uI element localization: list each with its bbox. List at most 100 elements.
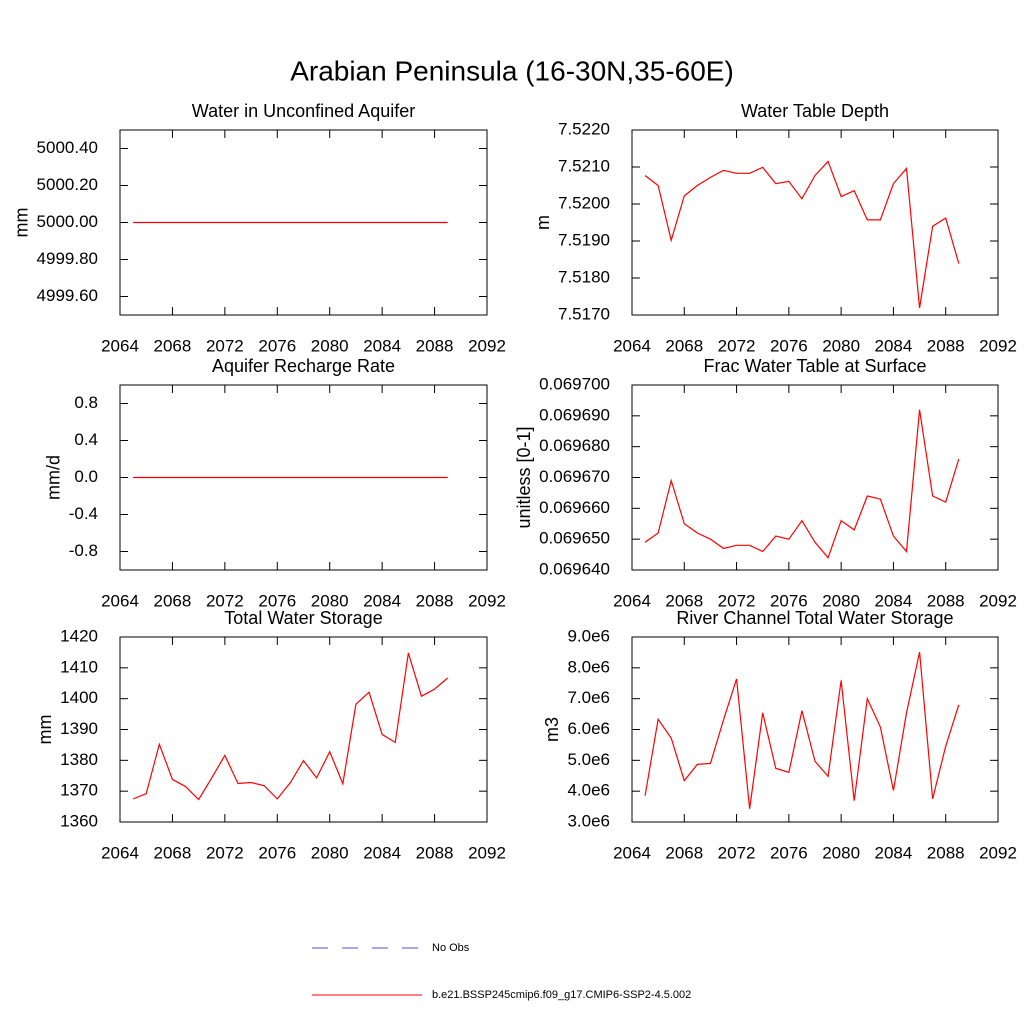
- x-tick-label: 2076: [770, 843, 808, 862]
- y-tick-label: 5000.40: [37, 138, 98, 157]
- legend-label: No Obs: [432, 942, 470, 954]
- x-tick-label: 2092: [979, 843, 1017, 862]
- y-tick-label: 1400: [60, 688, 98, 707]
- y-tick-label: -0.8: [69, 541, 98, 560]
- x-tick-label: 2064: [101, 591, 139, 610]
- x-tick-label: 2064: [101, 843, 139, 862]
- y-tick-label: 4999.60: [37, 286, 98, 305]
- x-tick-label: 2064: [101, 336, 139, 355]
- panel: Aquifer Recharge Rate 2064 2068 2072 2076 208…: [43, 356, 505, 611]
- x-tick-label: 2080: [311, 843, 349, 862]
- data-line: [644, 160, 960, 309]
- y-tick-label: 7.5200: [558, 193, 610, 212]
- panel-title: Total Water Storage: [224, 608, 382, 628]
- y-axis-label: mm: [35, 715, 55, 745]
- y-tick-label: 1420: [60, 626, 98, 645]
- x-tick-label: 2080: [822, 591, 860, 610]
- x-tick-label: 2092: [468, 336, 506, 355]
- y-tick-label: 0.8: [74, 393, 98, 412]
- y-tick-label: 5000.20: [37, 175, 98, 194]
- y-tick-label: 9.0e6: [567, 626, 610, 645]
- x-tick-label: 2068: [154, 591, 192, 610]
- y-tick-label: 7.5210: [558, 156, 610, 175]
- panel-title: Frac Water Table at Surface: [703, 356, 926, 376]
- panel: Frac Water Table at Surface 2064 2068 2072 2…: [514, 356, 1017, 611]
- x-tick-label: 2072: [206, 843, 244, 862]
- x-tick-label: 2080: [822, 336, 860, 355]
- y-tick-label: 7.5190: [558, 230, 610, 249]
- y-tick-label: 5000.00: [37, 212, 98, 231]
- y-tick-label: 0.069690: [539, 405, 610, 424]
- x-tick-label: 2068: [665, 843, 703, 862]
- x-tick-label: 2092: [468, 843, 506, 862]
- y-tick-label: 4.0e6: [567, 781, 610, 800]
- x-tick-label: 2076: [258, 336, 296, 355]
- x-tick-label: 2072: [718, 843, 756, 862]
- y-axis-label: unitless [0-1]: [514, 426, 534, 528]
- x-tick-label: 2088: [416, 591, 454, 610]
- x-tick-label: 2068: [154, 336, 192, 355]
- y-tick-label: 5.0e6: [567, 750, 610, 769]
- x-tick-label: 2084: [363, 843, 401, 862]
- y-tick-label: -0.4: [69, 504, 98, 523]
- panel-title: Water in Unconfined Aquifer: [192, 101, 415, 121]
- x-tick-label: 2088: [416, 336, 454, 355]
- y-tick-label: 0.069670: [539, 467, 610, 486]
- x-tick-label: 2064: [613, 843, 651, 862]
- data-line: [132, 652, 449, 801]
- y-tick-label: 0.069650: [539, 529, 610, 548]
- y-tick-label: 7.5180: [558, 267, 610, 286]
- x-tick-label: 2076: [770, 336, 808, 355]
- data-line: [644, 651, 960, 809]
- plot-frame: [631, 129, 999, 316]
- y-tick-label: 0.0: [74, 467, 98, 486]
- x-tick-label: 2072: [718, 336, 756, 355]
- y-tick-label: 0.069700: [539, 374, 610, 393]
- panel: Water Table Depth 2064 2068 2072 2076 2080 208…: [533, 101, 1017, 356]
- y-tick-label: 1360: [60, 811, 98, 830]
- y-tick-label: 3.0e6: [567, 811, 610, 830]
- x-tick-label: 2068: [665, 336, 703, 355]
- x-tick-label: 2064: [613, 336, 651, 355]
- x-tick-label: 2088: [927, 843, 965, 862]
- x-tick-label: 2088: [927, 591, 965, 610]
- x-tick-label: 2080: [822, 843, 860, 862]
- y-tick-label: 0.069680: [539, 436, 610, 455]
- legend-label: b.e21.BSSP245cmip6.f09_g17.CMIP6-SSP2-4.…: [432, 989, 691, 1001]
- panel: Total Water Storage 2064 2068 2072 2076 2080 2…: [35, 608, 506, 863]
- y-axis-label: m3: [542, 717, 562, 742]
- y-axis-label: m: [533, 215, 553, 230]
- x-tick-label: 2088: [927, 336, 965, 355]
- x-tick-label: 2072: [206, 336, 244, 355]
- x-tick-label: 2076: [770, 591, 808, 610]
- y-tick-label: 7.0e6: [567, 688, 610, 707]
- x-tick-label: 2072: [718, 591, 756, 610]
- y-tick-label: 0.4: [74, 430, 98, 449]
- x-tick-label: 2080: [311, 591, 349, 610]
- x-tick-label: 2084: [363, 336, 401, 355]
- panel-title: Aquifer Recharge Rate: [212, 356, 395, 376]
- y-tick-label: 4999.80: [37, 249, 98, 268]
- x-tick-label: 2088: [416, 843, 454, 862]
- y-tick-label: 7.5220: [558, 119, 610, 138]
- legend: No Obs b.e21.BSSP245cmip6.f09_g17.CMIP6-S…: [312, 942, 691, 1001]
- x-tick-label: 2084: [363, 591, 401, 610]
- y-tick-label: 1390: [60, 719, 98, 738]
- x-tick-label: 2068: [154, 843, 192, 862]
- y-axis-label: mm: [11, 208, 31, 238]
- figure-title: Arabian Peninsula (16-30N,35-60E): [290, 55, 734, 86]
- x-tick-label: 2068: [665, 591, 703, 610]
- x-tick-label: 2080: [311, 336, 349, 355]
- x-tick-label: 2084: [875, 336, 913, 355]
- x-tick-label: 2064: [613, 591, 651, 610]
- panel: River Channel Total Water Storage 2064 206…: [542, 608, 1017, 863]
- y-tick-label: 0.069640: [539, 559, 610, 578]
- x-tick-label: 2084: [875, 591, 913, 610]
- y-tick-label: 8.0e6: [567, 657, 610, 676]
- y-tick-label: 1370: [60, 781, 98, 800]
- x-tick-label: 2084: [875, 843, 913, 862]
- y-tick-label: 1380: [60, 750, 98, 769]
- x-tick-label: 2092: [979, 336, 1017, 355]
